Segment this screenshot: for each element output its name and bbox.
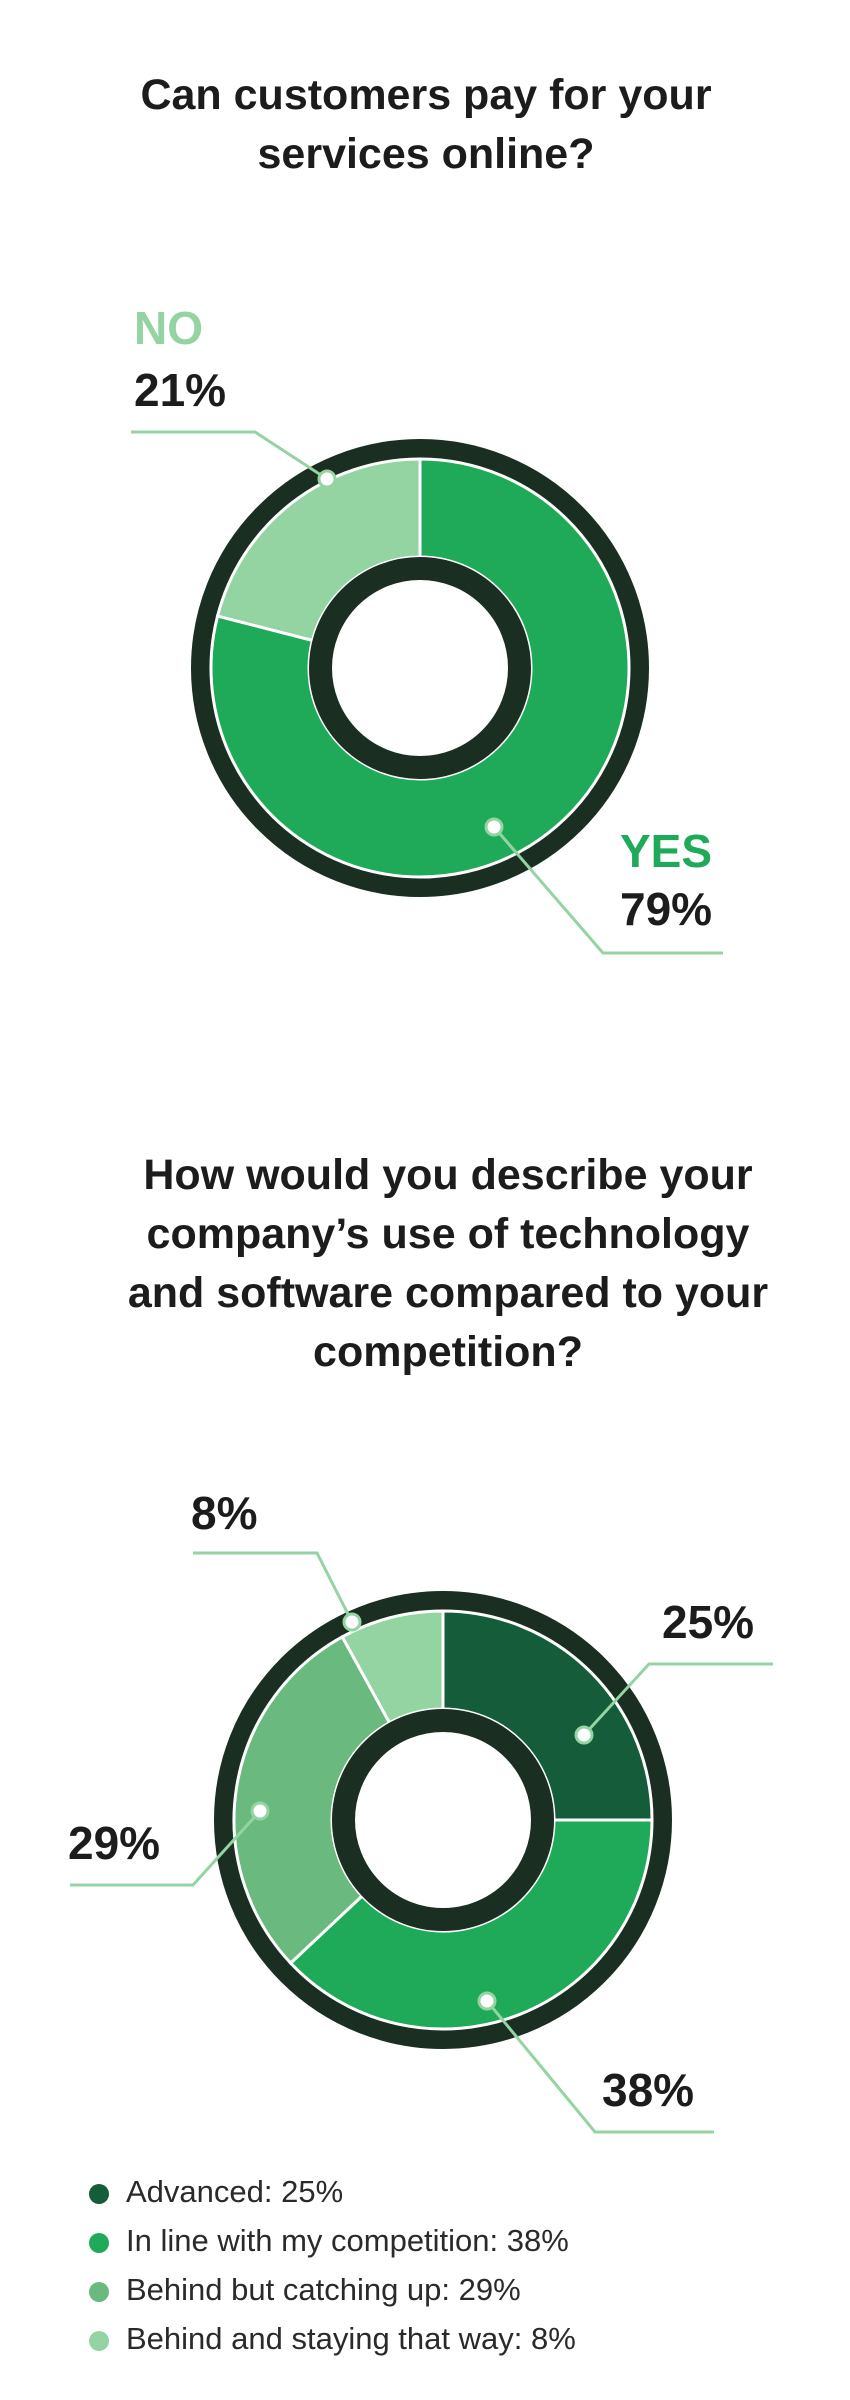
donut-inner-ring [332, 1709, 554, 1931]
leader-dot [484, 817, 504, 837]
donut-outer-ring [191, 439, 649, 897]
donut-outer-ring [214, 1591, 672, 2049]
legend-marker [89, 2282, 109, 2302]
donut-slice [441, 1609, 654, 1822]
leader-line [492, 826, 723, 955]
leader-line [131, 430, 328, 481]
value-label: 79% [620, 883, 712, 935]
chart-title: Can customers pay for your services onli… [140, 71, 712, 178]
leader-line [193, 1551, 354, 1623]
donut-inner-ring [309, 557, 531, 779]
value-label: 38% [602, 2064, 694, 2116]
value-label: 8% [191, 1487, 257, 1539]
leader-line [70, 1809, 262, 1887]
value-label: 25% [662, 1596, 754, 1648]
leader-dot [342, 1612, 362, 1632]
leader-dot [574, 1725, 594, 1745]
legend-marker [89, 2331, 109, 2351]
legend-marker [89, 2233, 109, 2253]
leader-dot [477, 1991, 497, 2011]
leader-line [582, 1662, 773, 1737]
legend-label: Behind but catching up: 29% [126, 2272, 521, 2307]
legend-label: Advanced: 25% [126, 2174, 343, 2209]
leader-dot [250, 1801, 270, 1821]
category-label: YES [620, 825, 712, 877]
legend-label: In line with my competition: 38% [126, 2223, 569, 2258]
category-label: NO [134, 302, 203, 354]
value-label: 21% [134, 364, 226, 416]
value-label: 29% [68, 1817, 160, 1869]
legend-marker [89, 2184, 109, 2204]
legend-label: Behind and staying that way: 8% [126, 2321, 576, 2356]
leader-line [485, 2000, 714, 2134]
chart-title: How would you describe your company’s us… [127, 1151, 769, 1376]
leader-dot [317, 469, 337, 489]
